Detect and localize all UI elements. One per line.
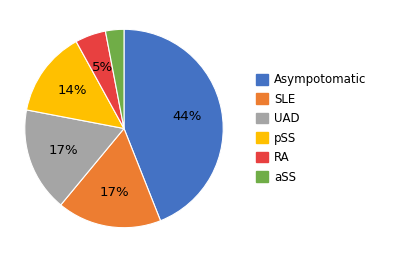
Wedge shape: [26, 42, 124, 128]
Text: 44%: 44%: [173, 110, 202, 123]
Wedge shape: [25, 110, 124, 205]
Wedge shape: [106, 29, 124, 128]
Wedge shape: [61, 128, 160, 228]
Wedge shape: [76, 31, 124, 128]
Text: 5%: 5%: [92, 61, 113, 74]
Text: 17%: 17%: [48, 144, 78, 157]
Wedge shape: [124, 29, 223, 221]
Text: 17%: 17%: [99, 186, 129, 199]
Text: 14%: 14%: [57, 84, 86, 97]
Legend: Asympotomatic, SLE, UAD, pSS, RA, aSS: Asympotomatic, SLE, UAD, pSS, RA, aSS: [254, 71, 369, 186]
